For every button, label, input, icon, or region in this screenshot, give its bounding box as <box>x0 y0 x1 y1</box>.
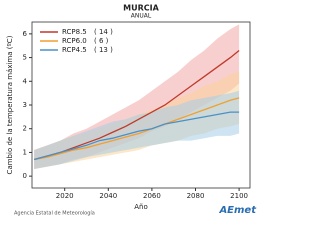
y-axis-label: Cambio de la temperatura máxima (ºC) <box>6 35 14 174</box>
series-line <box>34 49 240 161</box>
x-tick-label: 2040 <box>99 192 117 200</box>
y-tick-label: 4 <box>23 77 28 85</box>
y-tick-label: 3 <box>23 101 27 109</box>
legend-count: ( 13 ) <box>94 46 113 54</box>
series-line <box>34 97 240 161</box>
series-line <box>34 111 240 161</box>
legend-label: RCP6.0 <box>62 37 87 45</box>
y-tick-label: 0 <box>23 172 27 180</box>
legend-label: RCP4.5 <box>62 46 87 54</box>
y-tick-label: 5 <box>23 54 27 62</box>
legend-count: ( 14 ) <box>94 28 113 36</box>
legend-count: ( 6 ) <box>94 37 109 45</box>
y-tick-label: 1 <box>23 148 27 156</box>
uncertainty-band <box>34 90 240 170</box>
x-tick-label: 2020 <box>56 192 74 200</box>
plot-frame <box>31 21 251 189</box>
x-tick-label: 2080 <box>187 192 205 200</box>
x-tick-label: 2060 <box>143 192 161 200</box>
y-tick-label: 2 <box>23 125 27 133</box>
chart-title: MURCIA <box>123 4 159 13</box>
chart-subtitle: ANUAL <box>131 13 152 20</box>
y-tick-label: 6 <box>23 30 28 38</box>
footer-source: Agencia Estatal de Meteorología <box>14 210 95 217</box>
chart: MURCIA ANUAL Cambio de la temperatura má… <box>6 4 257 217</box>
x-tick-label: 2100 <box>230 192 248 200</box>
x-axis-label: Año <box>134 203 148 211</box>
legend-label: RCP8.5 <box>62 28 87 36</box>
logo: AEmet <box>218 205 257 216</box>
